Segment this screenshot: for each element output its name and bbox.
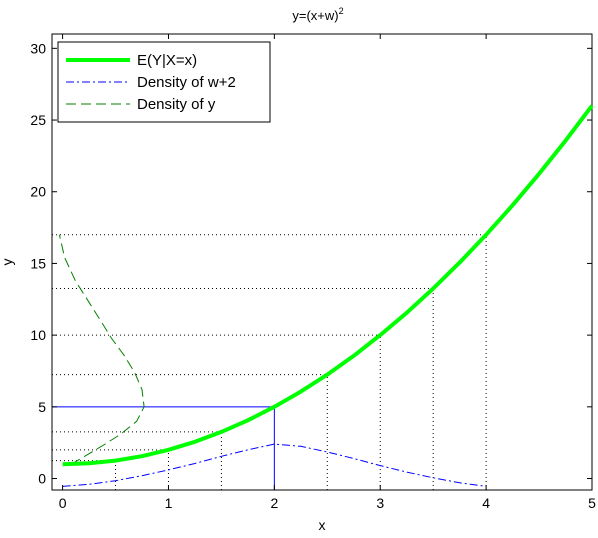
- x-tick-label: 3: [376, 495, 384, 511]
- legend-label-density-w: Density of w+2: [137, 74, 236, 91]
- data-series: [58, 104, 594, 487]
- x-tick-label: 2: [270, 495, 278, 511]
- x-tick-label: 1: [165, 495, 173, 511]
- series-density-w: [62, 443, 487, 487]
- x-tick-label: 0: [59, 495, 67, 511]
- y-tick-label: 10: [30, 327, 46, 343]
- x-tick-label: 4: [482, 495, 490, 511]
- y-axis-label: y: [0, 259, 15, 266]
- series-conditional-mean: [62, 104, 594, 467]
- x-tick-label: 5: [588, 495, 596, 511]
- y-tick-label: 15: [30, 255, 46, 271]
- x-axis-label: x: [319, 517, 326, 533]
- series-density-y: [58, 234, 145, 465]
- y-tick-label: 25: [30, 112, 46, 128]
- legend-label-density-y: Density of y: [137, 96, 216, 113]
- y-tick-label: 30: [30, 40, 46, 56]
- y-tick-label: 5: [38, 399, 46, 415]
- chart-title-base: y=(x+w): [292, 8, 338, 23]
- chart-title: y=(x+w)2: [292, 6, 343, 23]
- axis-ticks: 0 1 2 3 4 5 0 5 10 15 20 25 30: [30, 34, 596, 511]
- legend-label-conditional-mean: E(Y|X=x): [137, 52, 197, 69]
- y-tick-label: 0: [38, 471, 46, 487]
- y-tick-label: 20: [30, 184, 46, 200]
- legend: E(Y|X=x) Density of w+2 Density of y: [57, 41, 271, 123]
- chart-title-exponent: 2: [339, 6, 344, 16]
